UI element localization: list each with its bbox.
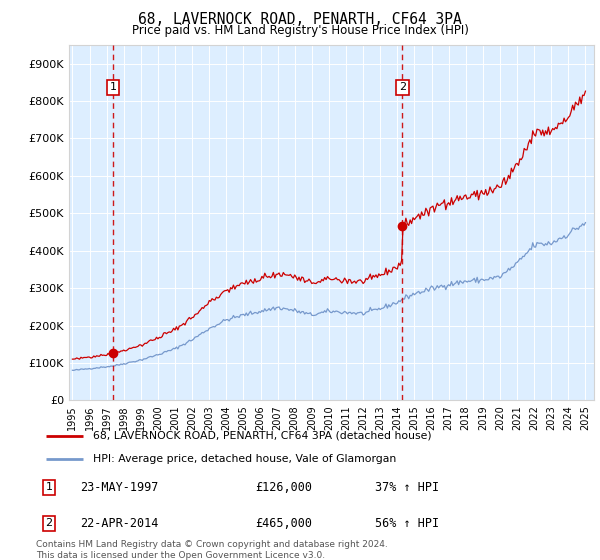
Text: Price paid vs. HM Land Registry's House Price Index (HPI): Price paid vs. HM Land Registry's House … bbox=[131, 24, 469, 36]
Text: 2: 2 bbox=[46, 519, 53, 529]
Text: £126,000: £126,000 bbox=[255, 481, 312, 494]
Text: 56% ↑ HPI: 56% ↑ HPI bbox=[376, 517, 439, 530]
Text: 22-APR-2014: 22-APR-2014 bbox=[80, 517, 159, 530]
Text: 23-MAY-1997: 23-MAY-1997 bbox=[80, 481, 159, 494]
Text: HPI: Average price, detached house, Vale of Glamorgan: HPI: Average price, detached house, Vale… bbox=[94, 454, 397, 464]
Text: 1: 1 bbox=[46, 482, 53, 492]
Text: 68, LAVERNOCK ROAD, PENARTH, CF64 3PA (detached house): 68, LAVERNOCK ROAD, PENARTH, CF64 3PA (d… bbox=[94, 431, 432, 441]
Text: 2: 2 bbox=[399, 82, 406, 92]
Text: 37% ↑ HPI: 37% ↑ HPI bbox=[376, 481, 439, 494]
Text: 1: 1 bbox=[109, 82, 116, 92]
Text: 68, LAVERNOCK ROAD, PENARTH, CF64 3PA: 68, LAVERNOCK ROAD, PENARTH, CF64 3PA bbox=[138, 12, 462, 27]
Text: Contains HM Land Registry data © Crown copyright and database right 2024.
This d: Contains HM Land Registry data © Crown c… bbox=[36, 540, 388, 560]
Text: £465,000: £465,000 bbox=[255, 517, 312, 530]
